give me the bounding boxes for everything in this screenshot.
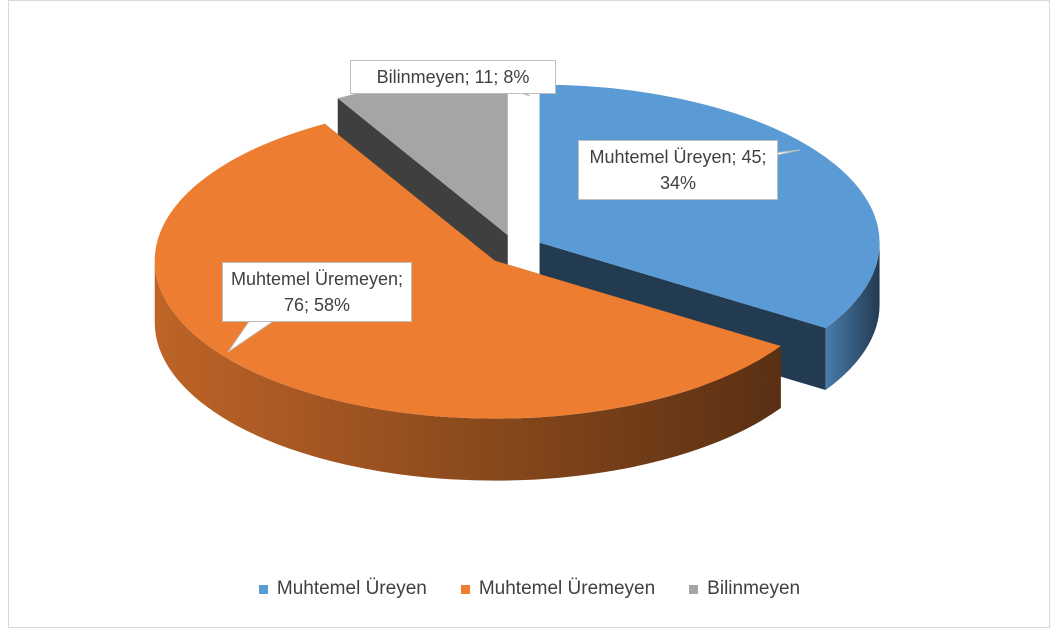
slice (154, 123, 781, 481)
data-label: Muhtemel Üreyen; 45; 34% (578, 140, 778, 200)
legend-swatch (460, 584, 470, 594)
legend-label: Muhtemel Üremeyen (478, 578, 656, 599)
legend-item: Muhtemel Üreyen (258, 578, 427, 600)
legend-swatch (258, 584, 268, 594)
legend: Muhtemel Üreyen Muhtemel Üremeyen Bilinmey… (0, 578, 1059, 600)
legend-item: Muhtemel Üremeyen (460, 578, 656, 600)
slice-top (337, 77, 508, 236)
legend-swatch (689, 584, 699, 594)
slice-wall (825, 242, 880, 391)
legend-label: Muhtemel Üreyen (276, 578, 427, 599)
slice-wall (154, 260, 781, 481)
data-label: Muhtemel Üremeyen; 76; 58% (222, 262, 412, 322)
legend-label: Bilinmeyen (707, 578, 801, 599)
slice-top (154, 123, 781, 419)
legend-item: Bilinmeyen (689, 578, 800, 600)
data-label: Bilinmeyen; 11; 8% (350, 60, 556, 94)
